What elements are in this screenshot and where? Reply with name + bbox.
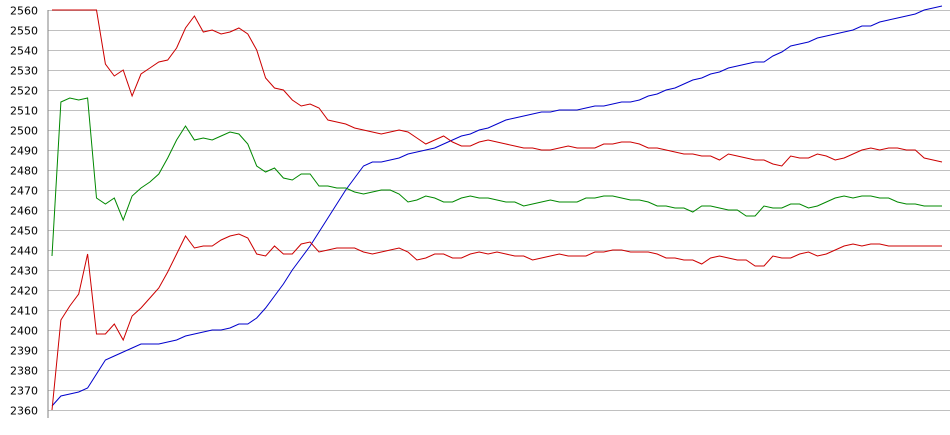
y-tick-label-2490: 2490 [10,145,38,158]
y-axis: 2360 2370 2380 2390 2400 2410 2420 2430 2440 2450… [10,5,49,418]
y-tick-label-2470: 2470 [10,185,38,198]
y-tick-label-2500: 2500 [10,125,38,138]
series-line-3 [51,233,942,411]
y-tick-label-2540: 2540 [10,45,38,58]
grid-lines [48,10,950,411]
y-tick-label-2440: 2440 [10,245,38,258]
y-tick-label-2390: 2390 [10,345,38,358]
series-line-0 [51,5,943,407]
y-tick-label-2560: 2560 [10,5,38,18]
y-tick-label-2400: 2400 [10,325,38,338]
y-tick-label-2360: 2360 [10,405,38,418]
y-tick-label-2410: 2410 [10,305,38,318]
y-tick-label-2380: 2380 [10,365,38,378]
y-tick-label-2460: 2460 [10,205,38,218]
y-tick-label-2420: 2420 [10,285,38,298]
y-tick-label-2550: 2550 [10,25,38,38]
y-tick-label-2480: 2480 [10,165,38,178]
series-line-2 [51,97,942,257]
series-line-1 [52,9,943,167]
y-tick-label-2530: 2530 [10,65,38,78]
y-tick-label-2370: 2370 [10,385,38,398]
series-lines [51,5,943,411]
y-tick-label-2510: 2510 [10,105,38,118]
y-tick-label-2520: 2520 [10,85,38,98]
y-tick-label-2430: 2430 [10,265,38,278]
y-tick-label-2450: 2450 [10,225,38,238]
